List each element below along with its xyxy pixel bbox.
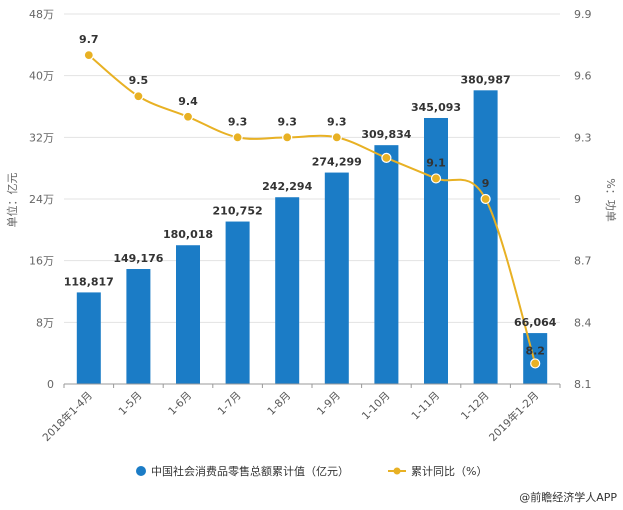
x-tick-label: 2018年1-4月: [40, 389, 95, 444]
line-data-label: 8.2: [525, 344, 545, 357]
bar: [275, 197, 300, 384]
y-left-tick-label: 32万: [29, 131, 54, 144]
line-point: [133, 91, 144, 102]
y-right-tick-label: 8.4: [574, 316, 592, 329]
bar: [374, 145, 399, 384]
bar-data-label: 66,064: [514, 316, 557, 329]
bar-series: [76, 90, 548, 385]
line-point: [331, 132, 342, 143]
bar-data-label: 380,987: [461, 73, 511, 86]
y-left-tick-label: 40万: [29, 70, 54, 83]
line-data-label: 9.3: [277, 115, 297, 128]
y-left-tick-label: 16万: [29, 255, 54, 268]
line-data-label: 9.1: [426, 156, 446, 169]
y-right-tick-label: 9: [574, 193, 581, 206]
line-point: [182, 111, 194, 122]
legend-line-marker-dot: [393, 467, 401, 475]
line-data-label: 9.5: [129, 74, 149, 87]
bar-data-label: 274,299: [312, 156, 362, 169]
bar: [324, 172, 349, 384]
x-tick-label: 1-12月: [459, 390, 492, 423]
x-tick-label: 1-7月: [216, 390, 244, 418]
bar: [473, 90, 498, 385]
y-right-axis-title: %：功单: [604, 178, 617, 221]
bar-data-label: 180,018: [163, 228, 213, 241]
x-tick-label: 1-8月: [265, 390, 293, 418]
x-tick-label: 1-5月: [116, 390, 144, 418]
x-tick-label: 1-10月: [360, 390, 393, 423]
line-data-label: 9.7: [79, 33, 99, 46]
line-point: [381, 152, 392, 163]
line-data-label: 9: [482, 177, 490, 190]
y-left-tick-label: 0: [47, 378, 54, 391]
bar-data-label: 242,294: [262, 180, 312, 193]
line-data-label: 9.4: [178, 95, 198, 108]
line-point: [530, 358, 541, 369]
y-right-tick-label: 8.7: [574, 255, 592, 268]
y-left-axis-title: 单位：亿元: [5, 173, 19, 228]
line-path: [88, 54, 537, 364]
bar-data-label: 149,176: [113, 252, 163, 265]
bar: [126, 269, 151, 384]
bar: [225, 221, 250, 384]
line-series: [83, 50, 541, 369]
bar-data-label: 345,093: [411, 101, 461, 114]
line-point: [83, 50, 94, 61]
line-point: [430, 173, 442, 184]
y-left-tick-label: 8万: [36, 316, 54, 329]
bar: [424, 117, 448, 384]
y-right-tick-label: 8.1: [574, 378, 592, 391]
bar-data-label: 309,834: [361, 128, 411, 141]
legend: 中国社会消费品零售总额累计值（亿元） 累计同比（%）: [136, 464, 487, 478]
x-tick-label: 1-11月: [409, 390, 442, 423]
y-left-tick-label: 24万: [29, 193, 54, 206]
line-point: [480, 193, 491, 205]
line-data-label: 9.3: [228, 115, 248, 128]
bar: [76, 292, 101, 384]
bar: [176, 245, 200, 384]
y-right-tick-label: 9.9: [574, 8, 592, 21]
line-point: [282, 132, 293, 143]
x-tick-label: 1-9月: [315, 390, 343, 418]
y-right-tick-label: 9.3: [574, 131, 592, 144]
legend-bar-label: 中国社会消费品零售总额累计值（亿元）: [151, 464, 349, 478]
line-data-label: 9.3: [327, 115, 347, 128]
x-tick-label: 1-6月: [166, 390, 194, 418]
x-tick-label: 2019年1-2月: [486, 389, 541, 444]
bar-data-label: 210,752: [213, 205, 263, 218]
legend-bar-marker: [136, 466, 146, 476]
source-text: @前瞻经济学人APP: [519, 490, 617, 504]
line-point: [232, 132, 243, 143]
y-right-tick-label: 9.6: [574, 70, 592, 83]
y-left-tick-label: 48万: [29, 8, 54, 21]
bar-data-label: 118,817: [64, 275, 114, 288]
legend-line-label: 累计同比（%）: [411, 465, 487, 478]
